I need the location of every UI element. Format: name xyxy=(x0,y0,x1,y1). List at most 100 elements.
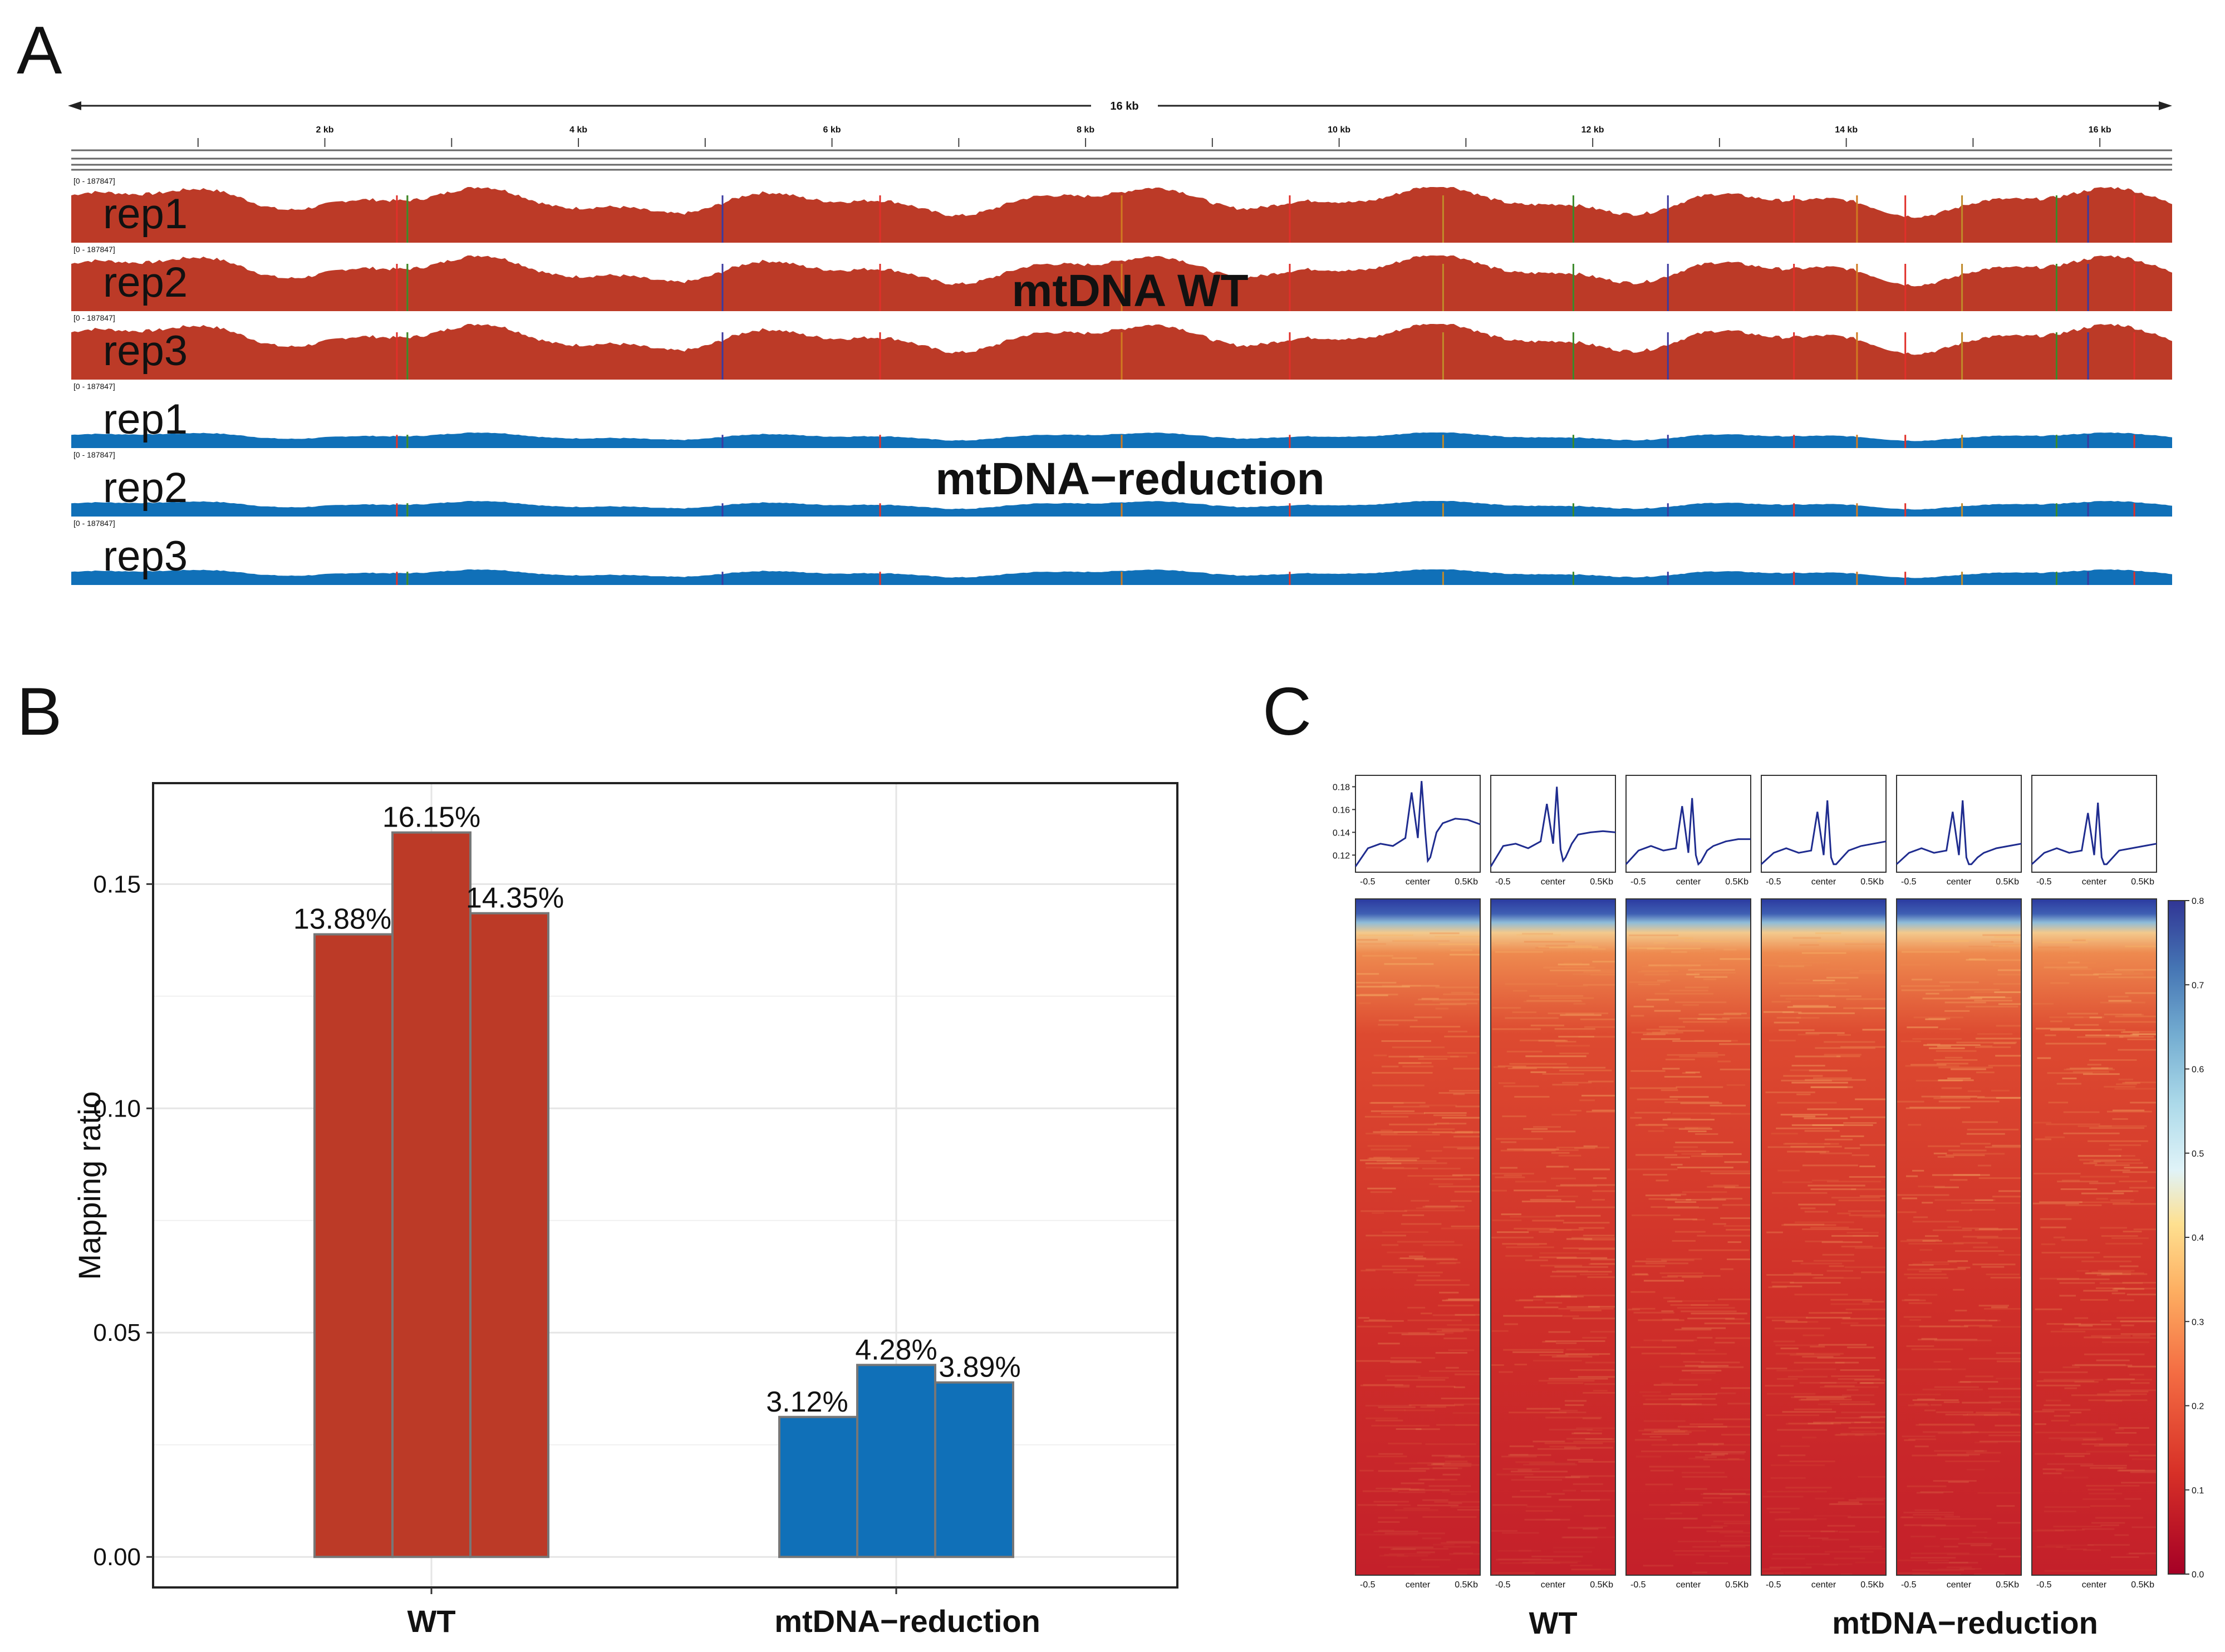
heatmap-streak xyxy=(2119,1299,2134,1301)
heatmap-streak xyxy=(1927,1043,1941,1045)
heatmap-streak xyxy=(1378,1530,1394,1532)
heatmap-streak xyxy=(1767,1393,1816,1395)
heatmap-streak xyxy=(1915,1424,1975,1426)
heatmap-streak xyxy=(1909,1319,1922,1321)
heatmap-streak xyxy=(2091,1271,2131,1273)
heatmap-streak xyxy=(1661,1259,1694,1261)
heatmap-streak xyxy=(2054,1415,2070,1417)
heatmap-streak xyxy=(2115,1432,2137,1434)
heatmap-streak xyxy=(1543,966,1595,968)
heatmap-streak xyxy=(1637,971,1668,973)
heatmap-xtick-label: 0.5Kb xyxy=(1590,1580,1613,1590)
heatmap-streak xyxy=(1539,1354,1588,1356)
heatmap-streak xyxy=(1841,1246,1873,1248)
heatmap-streak xyxy=(1777,1169,1800,1172)
heatmap-streak xyxy=(1698,1366,1744,1368)
heatmap-streak xyxy=(2067,1012,2098,1015)
heatmap-streak xyxy=(2047,1072,2093,1074)
heatmap-streak xyxy=(1420,1406,1446,1408)
heatmap-streak xyxy=(1847,1346,1874,1349)
heatmap-streak xyxy=(1826,1270,1853,1272)
heatmap-streak xyxy=(1641,970,1678,972)
heatmap-streak xyxy=(1908,1124,1922,1126)
ruler-tick-label: 10 kb xyxy=(1328,125,1350,135)
heatmap-streak xyxy=(1898,1572,1930,1574)
heatmap-streak xyxy=(1420,1104,1457,1107)
heatmap-streak xyxy=(1450,1200,1472,1202)
heatmap-streak xyxy=(1562,1081,1592,1084)
heatmap-streak xyxy=(1628,1309,1640,1311)
heatmap-streak xyxy=(1823,1564,1839,1566)
heatmap-streak xyxy=(1843,1007,1886,1009)
heatmap-streak xyxy=(1848,1427,1884,1429)
heatmap-streak xyxy=(1367,1158,1392,1160)
heatmap-streak xyxy=(2089,1059,2137,1061)
heatmap-streak xyxy=(1932,1229,1972,1231)
heatmap-streak xyxy=(1367,1145,1411,1147)
bar-value-label: 3.12% xyxy=(766,1386,848,1418)
heatmap-streak xyxy=(2062,1179,2080,1182)
heatmap-streak xyxy=(1804,1130,1840,1132)
heatmap-streak xyxy=(1450,1506,1480,1508)
heatmap-group-label-wt: WT xyxy=(1529,1605,1577,1640)
heatmap-streak xyxy=(1669,1096,1709,1098)
heatmap-streak xyxy=(1840,1046,1886,1048)
heatmap-streak xyxy=(1418,1376,1449,1379)
heatmap-streak xyxy=(1499,1371,1513,1373)
heatmap-streak xyxy=(1682,1476,1727,1478)
heatmap-streak xyxy=(1378,1517,1408,1519)
heatmap-streak xyxy=(1518,1550,1531,1552)
heatmap-streak xyxy=(1643,1420,1686,1422)
heatmap-streak xyxy=(2064,1069,2115,1071)
heatmap-streak xyxy=(2071,1394,2131,1397)
heatmap-streak xyxy=(1911,1348,1963,1350)
heatmap-streak xyxy=(1630,1291,1656,1293)
heatmap-streak xyxy=(1498,1558,1541,1560)
heatmap-streak xyxy=(1840,1573,1853,1575)
heatmap-streak xyxy=(1995,1424,2021,1427)
heatmap-streak xyxy=(2128,1365,2157,1368)
heatmap-streak xyxy=(1810,1188,1856,1191)
heatmap-streak xyxy=(2129,1187,2155,1189)
heatmap-streak xyxy=(2118,1049,2157,1051)
heatmap-streak xyxy=(1724,1187,1751,1188)
heatmap-streak xyxy=(1794,1408,1833,1410)
heatmap-streak xyxy=(2123,1014,2144,1016)
heatmap-streak xyxy=(1355,982,1397,984)
heatmap-streak xyxy=(1589,1263,1615,1265)
heatmap-streak xyxy=(2102,1273,2148,1275)
heatmap-streak xyxy=(1438,1092,1480,1094)
heatmap-streak xyxy=(1588,1306,1615,1308)
profile-xtick-label: -0.5 xyxy=(2036,877,2052,887)
heatmap-streak xyxy=(1860,1548,1886,1550)
heatmap-streak xyxy=(1509,1063,1567,1065)
heatmap-streak xyxy=(1418,1275,1441,1277)
heatmap-streak xyxy=(1499,1082,1516,1084)
heatmap-streak xyxy=(2095,1287,2125,1289)
heatmap-streak xyxy=(2089,1182,2116,1184)
heatmap-streak xyxy=(1583,1392,1615,1394)
heatmap-streak xyxy=(1684,940,1711,942)
heatmap-streak xyxy=(1369,1157,1420,1159)
heatmap-streak xyxy=(1634,1112,1671,1114)
heatmap-streak xyxy=(1924,1545,1940,1547)
heatmap-streak xyxy=(1860,1382,1885,1384)
heatmap-streak xyxy=(1560,1014,1602,1016)
heatmap-streak xyxy=(1688,968,1735,971)
heatmap-streak xyxy=(1387,1379,1446,1381)
heatmap-streak xyxy=(2113,1203,2157,1205)
heatmap-streak xyxy=(1382,985,1421,987)
heatmap-streak xyxy=(1944,1546,1958,1548)
heatmap-streak xyxy=(1633,1311,1674,1314)
heatmap-streak xyxy=(1849,1546,1882,1548)
heatmap-streak xyxy=(1401,1333,1445,1335)
heatmap-streak xyxy=(1780,1530,1835,1532)
heatmap-streak xyxy=(1934,1339,1992,1341)
heatmap-streak xyxy=(2044,1379,2103,1381)
heatmap-streak xyxy=(1859,1382,1874,1384)
heatmap-streak xyxy=(1373,1501,1409,1503)
heatmap-streak xyxy=(1932,940,1969,942)
heatmap-streak xyxy=(1517,1244,1539,1246)
heatmap-streak xyxy=(1579,1099,1595,1102)
heatmap-streak xyxy=(1991,1306,2008,1309)
